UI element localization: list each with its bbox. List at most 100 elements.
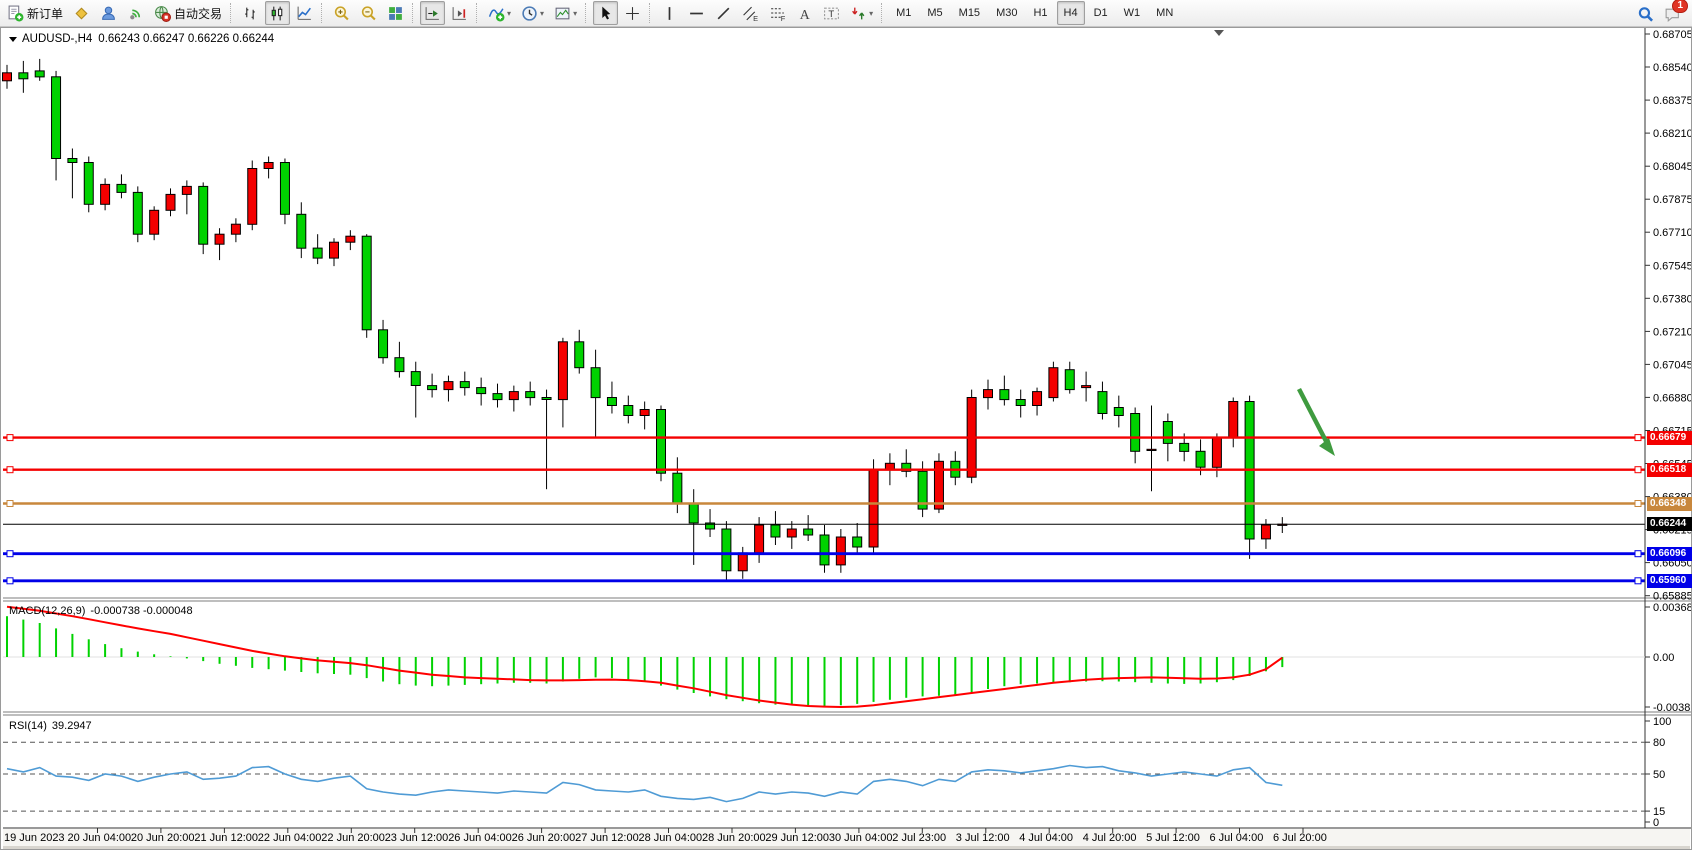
time-axis-label: 19 Jun 2023 — [4, 832, 65, 844]
fibonacci-button[interactable]: F — [765, 1, 790, 25]
time-axis-label: 6 Jul 20:00 — [1273, 832, 1327, 844]
label-button[interactable]: T — [819, 1, 844, 25]
indicators-button[interactable]: ▾ — [484, 1, 515, 25]
line-handle[interactable] — [6, 550, 14, 558]
text-icon: A — [800, 6, 810, 21]
autotrading-button[interactable]: 自动交易 — [150, 1, 226, 25]
time-axis-label: 21 Jun 12:00 — [194, 832, 258, 844]
zoom-in-button[interactable] — [329, 1, 354, 25]
chart-symbol-label: AUDUSD-,H4 — [22, 33, 93, 45]
label-icon: T — [824, 7, 840, 20]
bar-chart-button[interactable] — [238, 1, 263, 25]
timeframe-h4-button-label: H4 — [1063, 7, 1078, 19]
chart-window[interactable]: 0.68705 0.68540 0.68375 0.68210 0.68045 0.678… — [0, 27, 1692, 850]
autoscroll-icon — [425, 6, 439, 20]
timeframe-m5-button[interactable]: M5 — [920, 1, 949, 25]
chart-title: AUDUSD-,H4 0.66243 0.66247 0.66226 0.662… — [9, 33, 280, 45]
price-axis-label: 0.67875 — [1653, 194, 1691, 206]
notification-badge: 1 — [1672, 0, 1688, 13]
timeframe-mn-button[interactable]: MN — [1149, 1, 1180, 25]
profiles-icon — [75, 6, 88, 20]
symbol-dropdown-icon[interactable] — [9, 36, 17, 42]
dropdown-arrow-icon: ▾ — [573, 8, 578, 18]
arrow-annotation[interactable] — [1297, 387, 1335, 456]
line-handle[interactable] — [1634, 550, 1642, 558]
crosshair-button[interactable] — [620, 1, 645, 25]
channel-button[interactable]: E — [738, 1, 763, 25]
macd-indicator-label: MACD(12,26,9) -0.000738 -0.000048 — [9, 605, 198, 617]
chart-shift-icon — [452, 6, 466, 20]
timeframe-m1-button[interactable]: M1 — [889, 1, 918, 25]
line-chart-button[interactable] — [292, 1, 317, 25]
trendline-button[interactable] — [711, 1, 736, 25]
marketplace-button[interactable] — [96, 1, 121, 25]
periods-button[interactable]: ▾ — [517, 1, 548, 25]
marketplace-icon — [102, 6, 115, 20]
timeframe-m1-button-label: M1 — [896, 7, 912, 19]
trendline-icon — [717, 7, 730, 19]
timeframe-w1-button-label: W1 — [1123, 7, 1141, 19]
toolbar-separator — [649, 3, 653, 23]
timeframe-m30-button[interactable]: M30 — [989, 1, 1024, 25]
arrows-button[interactable]: ▾ — [846, 1, 877, 25]
line-handle[interactable] — [6, 466, 14, 474]
price-axis-label: 0.67045 — [1653, 359, 1691, 371]
price-tag-0.66244: 0.66244 — [1647, 517, 1692, 531]
toolbar-separator — [585, 3, 589, 23]
profiles-button[interactable] — [69, 1, 94, 25]
timeframe-h1-button[interactable]: H1 — [1026, 1, 1054, 25]
line-handle[interactable] — [1634, 577, 1642, 585]
timeframe-m15-button[interactable]: M15 — [952, 1, 987, 25]
time-axis-label: 4 Jul 04:00 — [1019, 832, 1073, 844]
new-order-button[interactable]: 新订单 — [3, 1, 67, 25]
notifications-button[interactable]: 1 — [1660, 0, 1688, 26]
line-chart-icon — [297, 6, 312, 20]
chart-shift-button[interactable] — [447, 1, 472, 25]
fibonacci-icon: F — [771, 7, 786, 22]
time-axis[interactable]: 19 Jun 2023 20 Jun 04:00 20 Jun 20:00 21 Ju… — [4, 828, 1327, 844]
line-handle[interactable] — [1634, 434, 1642, 442]
chart-canvas[interactable]: 0.68705 0.68540 0.68375 0.68210 0.68045 0.678… — [1, 28, 1691, 849]
toolbar-separator — [321, 3, 325, 23]
time-axis-label: 23 Jun 12:00 — [385, 832, 449, 844]
timeframe-h4-button[interactable]: H4 — [1056, 1, 1085, 25]
vertical-line-button[interactable] — [657, 1, 682, 25]
templates-button[interactable]: ▾ — [550, 1, 581, 25]
search-icon — [1638, 6, 1653, 22]
timeframe-mn-button-label: MN — [1156, 7, 1174, 19]
price-axis-label: 0.67545 — [1653, 260, 1691, 272]
price-axis-label: 0.67210 — [1653, 326, 1691, 338]
line-handle[interactable] — [6, 500, 14, 507]
chart-shift-marker[interactable] — [1214, 30, 1224, 36]
horizontal-line-button[interactable] — [684, 1, 709, 25]
rsi-value: 39.2947 — [51, 720, 92, 732]
search-button[interactable] — [1633, 2, 1658, 26]
price-axis-label: 0.68540 — [1653, 62, 1691, 74]
main-toolbar: 新订单 自动交易 ▾ ▾ ▾ E F A T ▾ M1 M5 M15 M30 H1 H4 D1 W1 MN — [0, 0, 1692, 27]
zoom-out-button[interactable] — [356, 1, 381, 25]
autotrading-icon — [155, 5, 172, 22]
line-handle[interactable] — [1634, 466, 1642, 474]
timeframe-d1-button[interactable]: D1 — [1087, 1, 1115, 25]
candlestick-button[interactable] — [265, 1, 291, 25]
line-handle[interactable] — [6, 434, 14, 442]
line-handle[interactable] — [6, 577, 14, 585]
cursor-button[interactable] — [593, 1, 619, 25]
line-handle[interactable] — [1634, 500, 1642, 507]
vertical-line-icon — [668, 6, 671, 20]
tile-windows-button[interactable] — [383, 1, 408, 25]
timeframe-m15-button-label: M15 — [958, 7, 981, 19]
autoscroll-button[interactable] — [420, 1, 446, 25]
time-axis-label: 5 Jul 12:00 — [1146, 832, 1200, 844]
time-axis-strip[interactable] — [3, 829, 1690, 847]
tile-windows-icon — [389, 6, 402, 20]
horizontal-line-objects[interactable] — [3, 434, 1645, 585]
timeframe-w1-button[interactable]: W1 — [1117, 1, 1148, 25]
rsi-line — [6, 764, 1283, 803]
new-order-icon — [8, 5, 24, 21]
price-tag-0.66679: 0.66679 — [1647, 431, 1692, 445]
price-tag-0.66348: 0.66348 — [1647, 497, 1692, 511]
signals-button[interactable] — [123, 1, 148, 25]
price-axis-label: 0.68210 — [1653, 128, 1691, 140]
text-button[interactable]: A — [792, 1, 817, 25]
